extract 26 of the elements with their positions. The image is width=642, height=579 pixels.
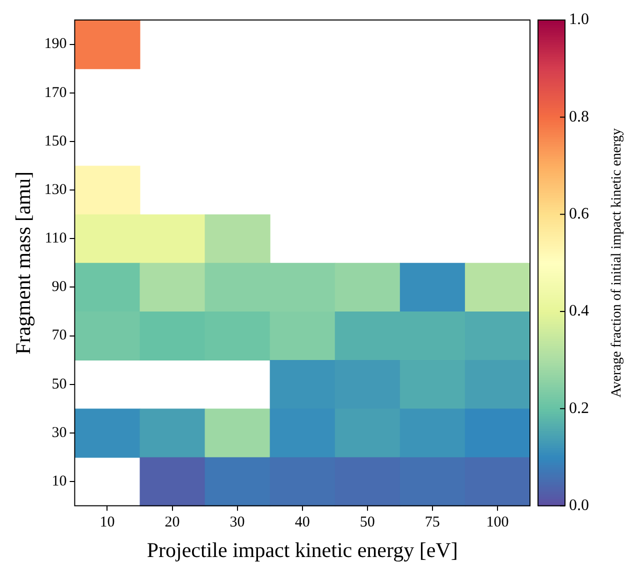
- y-tick-label: 110: [44, 230, 67, 247]
- x-tick-label: 50: [360, 514, 375, 531]
- y-tick-label: 50: [52, 376, 67, 392]
- color-bar-label: 0.0: [569, 497, 589, 514]
- y-axis-title: Fragment mass [amu]: [11, 171, 36, 354]
- x-tick-label: 40: [294, 514, 310, 531]
- x-tick-label: 20: [164, 514, 180, 531]
- color-bar-label: 0.4: [569, 302, 589, 320]
- y-tick-label: 170: [44, 84, 67, 101]
- y-tick-label: 10: [52, 473, 67, 490]
- y-tick-label: 70: [52, 328, 67, 344]
- color-bar-label: 0.2: [569, 400, 589, 417]
- x-tick-label: 30: [230, 514, 245, 531]
- x-tick-label: 100: [486, 514, 509, 531]
- y-tick-label: 150: [44, 133, 67, 150]
- x-axis-title: Projectile impact kinetic energy [eV]: [146, 538, 458, 562]
- color-bar-title: Average fraction of initial impact kinetic energy: [610, 128, 625, 398]
- color-bar-label: 0.6: [569, 206, 589, 223]
- y-tick-label: 190: [44, 36, 67, 52]
- y-tick-label: 30: [52, 424, 67, 441]
- color-bar-label: 0.8: [569, 108, 589, 126]
- color-bar-label: 1.0: [569, 11, 589, 28]
- x-tick-label: 75: [424, 514, 440, 531]
- x-tick-label: 10: [100, 514, 115, 531]
- y-tick-label: 130: [44, 182, 67, 198]
- y-tick-label: 90: [52, 279, 67, 296]
